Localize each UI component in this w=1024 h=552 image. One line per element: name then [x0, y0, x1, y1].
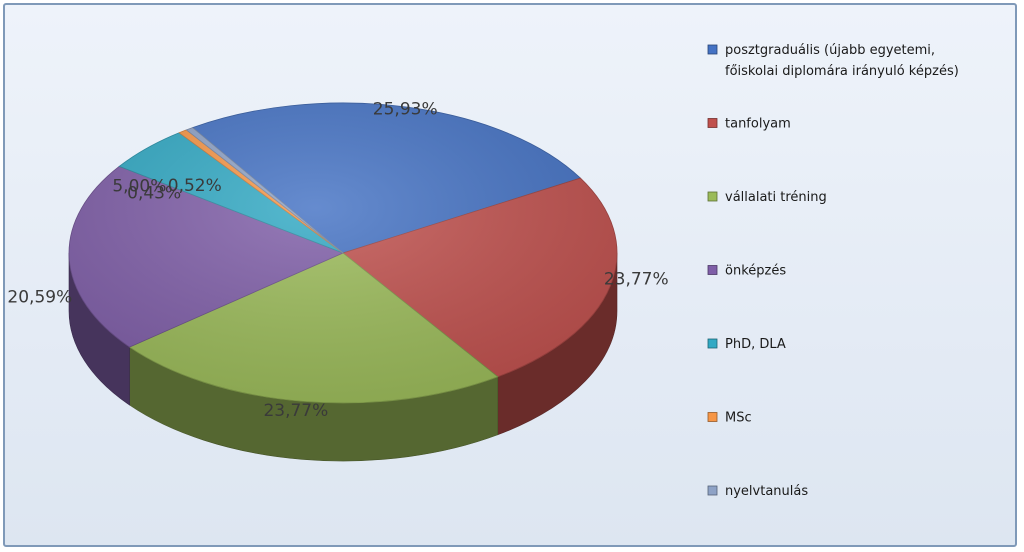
- legend-swatch: [707, 118, 718, 128]
- legend-label: önképzés: [725, 264, 786, 279]
- legend-item-tanfolyam: tanfolyam: [707, 117, 791, 132]
- legend-item-posztgradualis-ujabb-egyetemi-foiskolai-diplomara-iranyulo-kepzes: posztgraduális (újabb egyetemi, főiskolai…: [707, 43, 959, 79]
- legend-item-vallalati-trening: vállalati tréning: [707, 190, 827, 205]
- data-label-vallalati-trening: 23,77%: [263, 401, 328, 421]
- data-label-onkepzes: 20,59%: [7, 287, 72, 307]
- pie-slices: [68, 102, 618, 404]
- legend-swatch: [707, 338, 718, 349]
- data-labels: 25,93% 23,77% 23,77% 20,59% 5,00% 0,52%0,43%: [7, 100, 668, 421]
- legend-label: főiskolai diplomára irányuló képzés): [725, 64, 959, 79]
- data-label-msc: 0,52%: [168, 176, 222, 196]
- legend-item-nyelvtanulas: nyelvtanulás: [707, 484, 808, 499]
- legend-label: PhD, DLA: [725, 337, 786, 352]
- legend-label: posztgraduális (újabb egyetemi,: [725, 43, 935, 58]
- chart-frame: 25,93% 23,77% 23,77% 20,59% 5,00% 0,52% 0,43% …: [3, 3, 1017, 547]
- legend-swatch: [707, 265, 718, 275]
- data-label-tanfolyam: 23,77%: [604, 269, 669, 289]
- pie-chart: 25,93%23,77%23,77%20,59%5,00% 0,52%0,43% …: [7, 43, 959, 499]
- legend-label: nyelvtanulás: [725, 484, 808, 499]
- legend: posztgraduális (újabb egyetemi, főiskolai…: [707, 43, 959, 499]
- legend-swatch: [707, 44, 718, 55]
- legend-swatch: [707, 412, 718, 422]
- legend-label: MSc: [725, 411, 752, 426]
- legend-label: tanfolyam: [725, 117, 791, 132]
- legend-swatch: [707, 191, 718, 202]
- data-label-posztgradualis-ujabb-egyetemi-foiskolai-diplomara-iranyulo-kepzes: 25,93%: [373, 100, 438, 120]
- legend-item-msc: MSc: [707, 411, 752, 426]
- legend-item-onkepzes: önképzés: [707, 264, 786, 279]
- data-label-nyelvtanulas: 0,43%: [127, 183, 181, 203]
- legend-item-phd-dla: PhD, DLA: [707, 337, 786, 352]
- data-label-phd-dla: 5,00%: [112, 177, 166, 197]
- legend-label: vállalati tréning: [725, 190, 827, 205]
- legend-swatch: [707, 485, 718, 496]
